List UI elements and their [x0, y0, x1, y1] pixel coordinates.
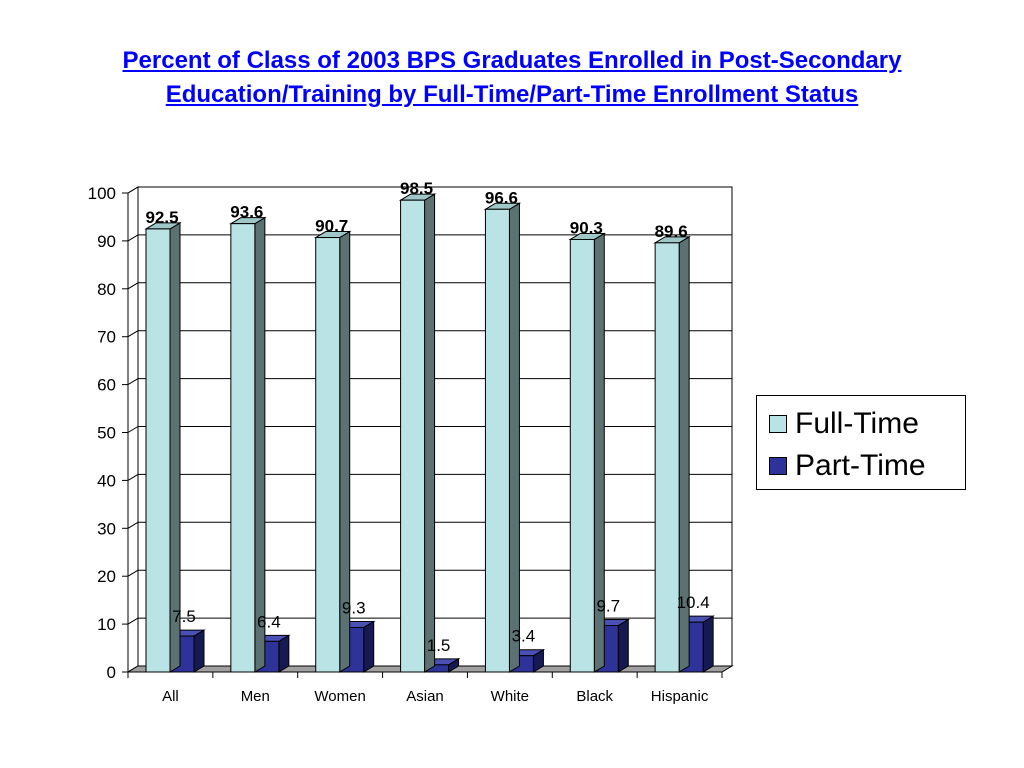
- y-tick-label: 90: [97, 232, 116, 251]
- x-category-label: All: [162, 688, 179, 705]
- x-category-label: Men: [241, 688, 270, 705]
- data-label-full-time: 90.3: [570, 218, 603, 237]
- gridline-depth: [127, 426, 139, 433]
- bar-full-time: [230, 223, 256, 673]
- y-tick-label: 60: [97, 376, 116, 395]
- data-label-part-time: 6.4: [257, 612, 281, 631]
- bar-full-time: [145, 228, 171, 673]
- bar-full-time: [654, 242, 680, 673]
- data-label-part-time: 9.7: [596, 597, 620, 616]
- data-label-full-time: 96.6: [485, 188, 518, 207]
- data-label-part-time: 10.4: [677, 593, 710, 612]
- y-tick-label: 30: [97, 519, 116, 538]
- data-label-full-time: 90.7: [315, 217, 348, 236]
- gridline-depth: [127, 569, 139, 577]
- y-tick-label: 70: [97, 328, 116, 347]
- bar-full-time-side: [169, 222, 181, 673]
- gridline-depth: [127, 617, 139, 625]
- bar-full-time-side: [424, 193, 436, 673]
- chart-legend: Full-Time Part-Time: [756, 395, 966, 490]
- legend-swatch-full-time: [769, 415, 787, 433]
- x-category-label: White: [491, 688, 529, 705]
- gridline-depth: [127, 330, 139, 338]
- chart-title: Percent of Class of 2003 BPS Graduates E…: [122, 47, 902, 108]
- legend-label-full-time: Full-Time: [795, 407, 919, 440]
- gridline-depth: [127, 282, 139, 290]
- data-label-part-time: 3.4: [512, 627, 536, 646]
- gridline-depth: [127, 186, 139, 194]
- legend-swatch-part-time: [769, 457, 787, 475]
- x-category-label: Hispanic: [651, 688, 709, 705]
- x-category-label: Black: [576, 688, 613, 705]
- data-label-part-time: 9.3: [342, 598, 366, 617]
- y-tick-label: 0: [107, 663, 116, 682]
- bar-full-time-side: [254, 216, 266, 673]
- data-label-part-time: 7.5: [172, 607, 196, 626]
- y-tick-label: 100: [88, 184, 116, 203]
- gridline-depth: [127, 473, 139, 481]
- data-label-full-time: 92.5: [145, 208, 178, 227]
- data-label-full-time: 98.5: [400, 179, 433, 198]
- bar-full-time: [569, 238, 595, 673]
- y-tick-label: 80: [97, 280, 116, 299]
- gridline-depth: [127, 521, 139, 529]
- bar-part-time-side: [193, 629, 205, 673]
- y-tick-label: 50: [97, 424, 116, 443]
- data-label-part-time: 1.5: [427, 636, 451, 655]
- bar-full-time: [315, 237, 341, 673]
- y-tick-label: 10: [97, 615, 116, 634]
- bar-part-time-side: [363, 620, 375, 673]
- y-tick-label: 40: [97, 471, 116, 490]
- x-category-label: Asian: [406, 688, 444, 705]
- x-category-label: Women: [314, 688, 365, 705]
- y-tick-label: 20: [97, 567, 116, 586]
- legend-label-part-time: Part-Time: [795, 449, 926, 482]
- bar-part-time-side: [702, 615, 714, 673]
- bar-full-time: [484, 208, 510, 673]
- legend-item-full-time: Full-Time: [769, 406, 919, 442]
- gridline-depth: [127, 378, 139, 386]
- data-label-full-time: 89.6: [655, 222, 688, 241]
- bar-full-time-side: [508, 202, 520, 673]
- gridline-depth: [127, 234, 139, 242]
- legend-item-part-time: Part-Time: [769, 448, 926, 484]
- data-label-full-time: 93.6: [230, 203, 263, 222]
- bar-full-time: [400, 199, 426, 673]
- bar-part-time-side: [617, 618, 629, 673]
